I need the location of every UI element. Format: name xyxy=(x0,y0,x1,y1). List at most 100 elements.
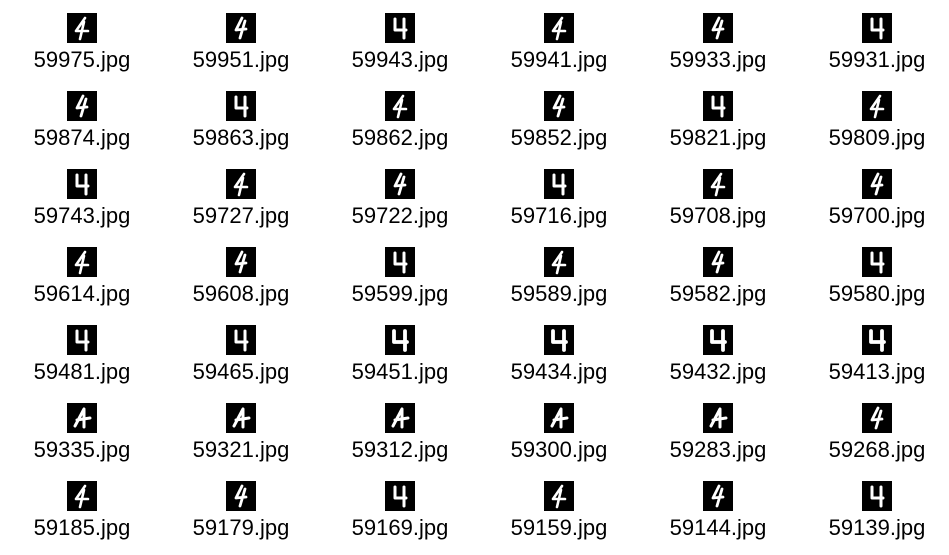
file-item[interactable]: 59727.jpg xyxy=(166,169,316,243)
file-item[interactable]: 59451.jpg xyxy=(325,325,475,399)
file-name-label: 59169.jpg xyxy=(351,515,449,540)
file-name-label: 59589.jpg xyxy=(510,281,608,306)
file-name-label: 59852.jpg xyxy=(510,125,608,150)
file-item[interactable]: 59941.jpg xyxy=(484,13,634,87)
file-name-label: 59951.jpg xyxy=(192,47,290,72)
file-item[interactable]: 59708.jpg xyxy=(643,169,793,243)
file-item[interactable]: 59413.jpg xyxy=(802,325,949,399)
file-item[interactable]: 59321.jpg xyxy=(166,403,316,477)
handwritten-digit-4-icon xyxy=(544,13,574,43)
file-item[interactable]: 59599.jpg xyxy=(325,247,475,321)
file-item[interactable]: 59268.jpg xyxy=(802,403,949,477)
file-item[interactable]: 59159.jpg xyxy=(484,481,634,555)
file-name-label: 59185.jpg xyxy=(33,515,131,540)
handwritten-digit-4-icon xyxy=(703,403,733,433)
file-item[interactable]: 59179.jpg xyxy=(166,481,316,555)
handwritten-digit-4-icon xyxy=(67,481,97,511)
file-name-label: 59931.jpg xyxy=(828,47,926,72)
file-item[interactable]: 59432.jpg xyxy=(643,325,793,399)
handwritten-digit-4-icon xyxy=(67,403,97,433)
file-item[interactable]: 59743.jpg xyxy=(7,169,157,243)
file-item[interactable]: 59300.jpg xyxy=(484,403,634,477)
file-name-label: 59722.jpg xyxy=(351,203,449,228)
file-item[interactable]: 59943.jpg xyxy=(325,13,475,87)
file-item[interactable]: 59169.jpg xyxy=(325,481,475,555)
file-name-label: 59933.jpg xyxy=(669,47,767,72)
handwritten-digit-4-icon xyxy=(385,403,415,433)
file-item[interactable]: 59614.jpg xyxy=(7,247,157,321)
handwritten-digit-4-icon xyxy=(862,325,892,355)
file-item[interactable]: 59465.jpg xyxy=(166,325,316,399)
handwritten-digit-4-icon xyxy=(226,325,256,355)
handwritten-digit-4-icon xyxy=(544,91,574,121)
file-name-label: 59432.jpg xyxy=(669,359,767,384)
file-item[interactable]: 59722.jpg xyxy=(325,169,475,243)
file-name-label: 59268.jpg xyxy=(828,437,926,462)
handwritten-digit-4-icon xyxy=(703,91,733,121)
file-item[interactable]: 59335.jpg xyxy=(7,403,157,477)
file-item[interactable]: 59931.jpg xyxy=(802,13,949,87)
file-name-label: 59608.jpg xyxy=(192,281,290,306)
file-item[interactable]: 59608.jpg xyxy=(166,247,316,321)
file-item[interactable]: 59434.jpg xyxy=(484,325,634,399)
file-item[interactable]: 59700.jpg xyxy=(802,169,949,243)
file-name-label: 59312.jpg xyxy=(351,437,449,462)
handwritten-digit-4-icon xyxy=(862,169,892,199)
file-name-label: 59599.jpg xyxy=(351,281,449,306)
file-item[interactable]: 59874.jpg xyxy=(7,91,157,165)
file-name-label: 59481.jpg xyxy=(33,359,131,384)
file-item[interactable]: 59821.jpg xyxy=(643,91,793,165)
file-name-label: 59465.jpg xyxy=(192,359,290,384)
file-name-label: 59943.jpg xyxy=(351,47,449,72)
handwritten-digit-4-icon xyxy=(703,169,733,199)
file-item[interactable]: 59716.jpg xyxy=(484,169,634,243)
file-item[interactable]: 59185.jpg xyxy=(7,481,157,555)
file-item[interactable]: 59144.jpg xyxy=(643,481,793,555)
handwritten-digit-4-icon xyxy=(67,169,97,199)
handwritten-digit-4-icon xyxy=(67,247,97,277)
handwritten-digit-4-icon xyxy=(385,247,415,277)
handwritten-digit-4-icon xyxy=(862,91,892,121)
file-name-label: 59582.jpg xyxy=(669,281,767,306)
file-name-label: 59451.jpg xyxy=(351,359,449,384)
file-name-label: 59716.jpg xyxy=(510,203,608,228)
file-name-label: 59434.jpg xyxy=(510,359,608,384)
file-name-label: 59413.jpg xyxy=(828,359,926,384)
file-name-label: 59941.jpg xyxy=(510,47,608,72)
file-item[interactable]: 59975.jpg xyxy=(7,13,157,87)
file-item[interactable]: 59582.jpg xyxy=(643,247,793,321)
file-item[interactable]: 59481.jpg xyxy=(7,325,157,399)
file-name-label: 59862.jpg xyxy=(351,125,449,150)
file-item[interactable]: 59863.jpg xyxy=(166,91,316,165)
file-item[interactable]: 59312.jpg xyxy=(325,403,475,477)
handwritten-digit-4-icon xyxy=(703,481,733,511)
file-name-label: 59700.jpg xyxy=(828,203,926,228)
handwritten-digit-4-icon xyxy=(385,325,415,355)
file-item[interactable]: 59139.jpg xyxy=(802,481,949,555)
file-name-label: 59144.jpg xyxy=(669,515,767,540)
file-item[interactable]: 59580.jpg xyxy=(802,247,949,321)
file-name-label: 59809.jpg xyxy=(828,125,926,150)
handwritten-digit-4-icon xyxy=(862,247,892,277)
file-name-label: 59727.jpg xyxy=(192,203,290,228)
file-item[interactable]: 59809.jpg xyxy=(802,91,949,165)
file-item[interactable]: 59283.jpg xyxy=(643,403,793,477)
file-item[interactable]: 59589.jpg xyxy=(484,247,634,321)
handwritten-digit-4-icon xyxy=(67,91,97,121)
file-item[interactable]: 59951.jpg xyxy=(166,13,316,87)
file-name-label: 59743.jpg xyxy=(33,203,131,228)
file-name-label: 59821.jpg xyxy=(669,125,767,150)
handwritten-digit-4-icon xyxy=(703,247,733,277)
handwritten-digit-4-icon xyxy=(544,481,574,511)
file-name-label: 59283.jpg xyxy=(669,437,767,462)
handwritten-digit-4-icon xyxy=(385,13,415,43)
file-item[interactable]: 59862.jpg xyxy=(325,91,475,165)
file-name-label: 59335.jpg xyxy=(33,437,131,462)
handwritten-digit-4-icon xyxy=(544,325,574,355)
handwritten-digit-4-icon xyxy=(226,91,256,121)
file-name-label: 59321.jpg xyxy=(192,437,290,462)
file-item[interactable]: 59933.jpg xyxy=(643,13,793,87)
file-name-label: 59580.jpg xyxy=(828,281,926,306)
file-item[interactable]: 59852.jpg xyxy=(484,91,634,165)
